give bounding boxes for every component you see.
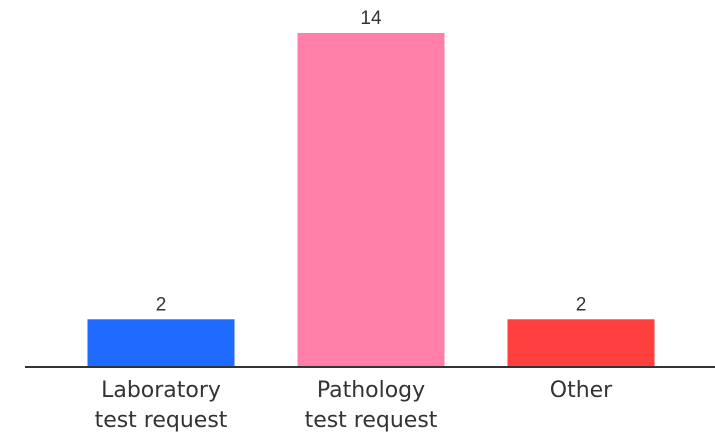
category-label-1: Pathology test request	[305, 378, 438, 432]
category-label-0-line-0: Laboratory	[101, 378, 221, 403]
bar-2	[507, 319, 655, 367]
category-label-0: Laboratory test request	[95, 378, 228, 432]
category-label-2: Other	[550, 378, 613, 403]
category-label-1-line-1: test request	[305, 408, 438, 432]
value-labels: 2 14 2	[156, 8, 587, 315]
category-labels: Laboratory test request Pathology test requ…	[95, 378, 614, 432]
category-label-2-line-0: Other	[550, 378, 613, 403]
value-label-1: 14	[360, 8, 382, 29]
value-label-2: 2	[576, 294, 587, 315]
value-label-0: 2	[156, 294, 167, 315]
bars	[87, 33, 655, 367]
category-label-1-line-0: Pathology	[317, 378, 425, 403]
bar-0	[87, 319, 235, 367]
bar-1	[297, 33, 445, 367]
category-label-0-line-1: test request	[95, 408, 228, 432]
